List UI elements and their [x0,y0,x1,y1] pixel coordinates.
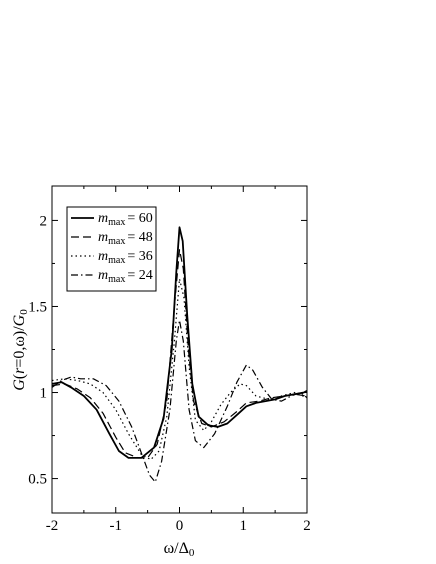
ticks-layer: -2 -1 0 1 2 0.5 1 1.5 2 [28,186,311,534]
y-tick-label: 1.5 [28,299,47,315]
legend-entry-1: mmax = 60 [98,211,153,228]
legend-entry-2: mmax = 48 [98,230,153,247]
series-line-3 [51,278,308,461]
legend-box [66,206,157,292]
x-tick-label: -1 [110,518,123,534]
legend-entry-4: mmax = 24 [98,268,153,285]
legend: mmax = 60 mmax = 48 mmax = 36 mmax = 24 [66,206,157,292]
y-tick-label: 0.5 [28,472,47,488]
legend-entry-3: mmax = 36 [98,249,153,266]
x-axis-label: ω/Δ0 [164,540,195,559]
y-axis-label: G(r=0,ω)/G0 [11,309,30,391]
x-tick-label: 2 [303,518,311,534]
series-line-1 [51,226,308,459]
x-tick-label: 0 [176,518,184,534]
y-tick-label: 1 [40,386,48,402]
y-tick-label: 2 [40,213,48,229]
x-tick-label: 1 [240,518,248,534]
series-layer [51,226,308,483]
series-line-2 [51,249,308,459]
x-tick-label: -2 [46,518,59,534]
